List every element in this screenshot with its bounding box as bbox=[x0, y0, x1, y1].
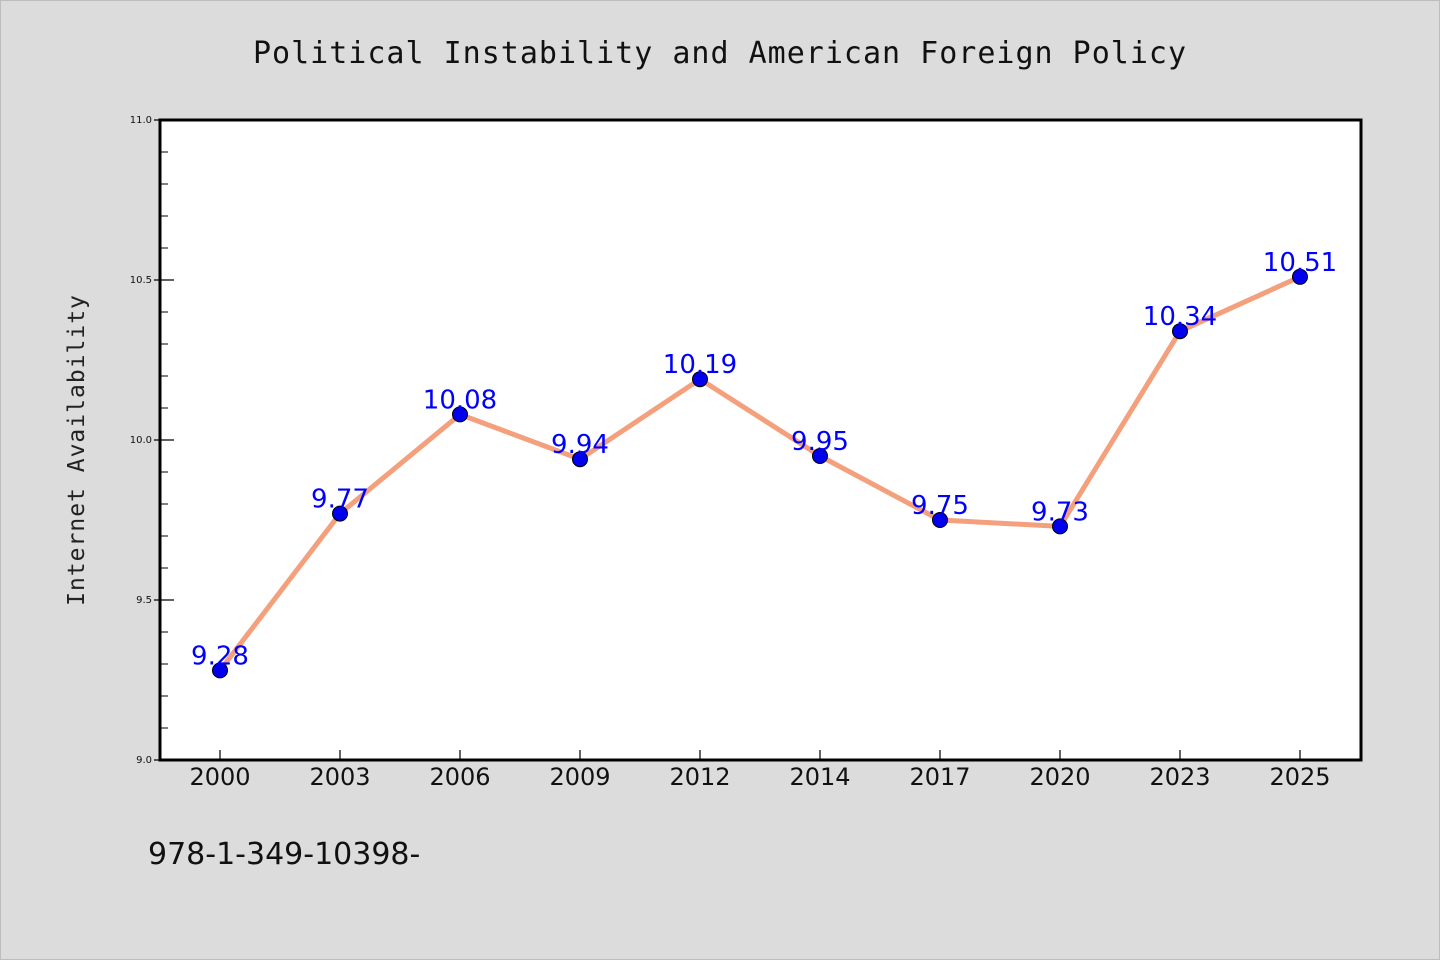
x-tick-label: 2020 bbox=[1029, 763, 1090, 791]
y-tick-label: 9.0 bbox=[136, 755, 152, 766]
x-tick-label: 2017 bbox=[909, 763, 970, 791]
x-tick-label: 2009 bbox=[549, 763, 610, 791]
x-tick-label: 2025 bbox=[1269, 763, 1330, 791]
data-label: 9.77 bbox=[311, 485, 369, 515]
data-label: 9.95 bbox=[791, 427, 849, 457]
data-label: 9.28 bbox=[191, 641, 249, 671]
footnote: 978-1-349-10398- bbox=[148, 837, 420, 872]
data-point bbox=[812, 448, 828, 464]
x-tick-label: 2000 bbox=[189, 763, 250, 791]
data-label: 10.19 bbox=[663, 350, 737, 380]
data-label: 10.51 bbox=[1263, 248, 1337, 278]
y-tick-label: 11.0 bbox=[130, 115, 152, 126]
data-point bbox=[212, 662, 228, 679]
series-layer: 9.28 9.77 10.08 9.94 10.19 9.95 9.75 9.73 10.34 1… bbox=[191, 248, 1337, 679]
data-point bbox=[932, 512, 948, 528]
data-point bbox=[452, 406, 468, 423]
data-label: 10.08 bbox=[423, 385, 497, 415]
chart-title: Political Instability and American Forei… bbox=[253, 36, 1187, 71]
data-label: 9.75 bbox=[911, 491, 969, 521]
data-point bbox=[332, 505, 348, 522]
y-tick-label: 10.0 bbox=[130, 435, 152, 446]
series-line bbox=[217, 274, 1303, 673]
y-tick-label: 9.5 bbox=[136, 595, 152, 606]
x-tick-label: 2012 bbox=[669, 763, 730, 791]
data-label: 9.73 bbox=[1031, 497, 1089, 527]
x-tick-label: 2023 bbox=[1149, 763, 1210, 791]
x-tick-label: 2003 bbox=[309, 763, 370, 791]
data-point bbox=[692, 371, 708, 388]
y-axis-ticks: 9.0 9.5 10.0 10.5 11.0 bbox=[130, 115, 174, 766]
x-tick-label: 2006 bbox=[429, 763, 490, 791]
y-tick-label: 10.5 bbox=[130, 275, 152, 286]
x-tick-label: 2014 bbox=[789, 763, 850, 791]
data-point bbox=[1052, 518, 1068, 535]
data-label: 9.94 bbox=[551, 430, 609, 460]
plot-area bbox=[158, 118, 1363, 762]
data-label: 10.34 bbox=[1143, 302, 1217, 332]
x-axis-ticks: 2000 2003 2006 2009 2012 2014 2017 2020 2023 2025 bbox=[189, 750, 1331, 791]
data-point bbox=[572, 451, 588, 468]
data-point bbox=[1292, 268, 1308, 285]
y-axis-label: Internet Availability bbox=[64, 294, 90, 606]
data-point bbox=[1172, 323, 1188, 340]
